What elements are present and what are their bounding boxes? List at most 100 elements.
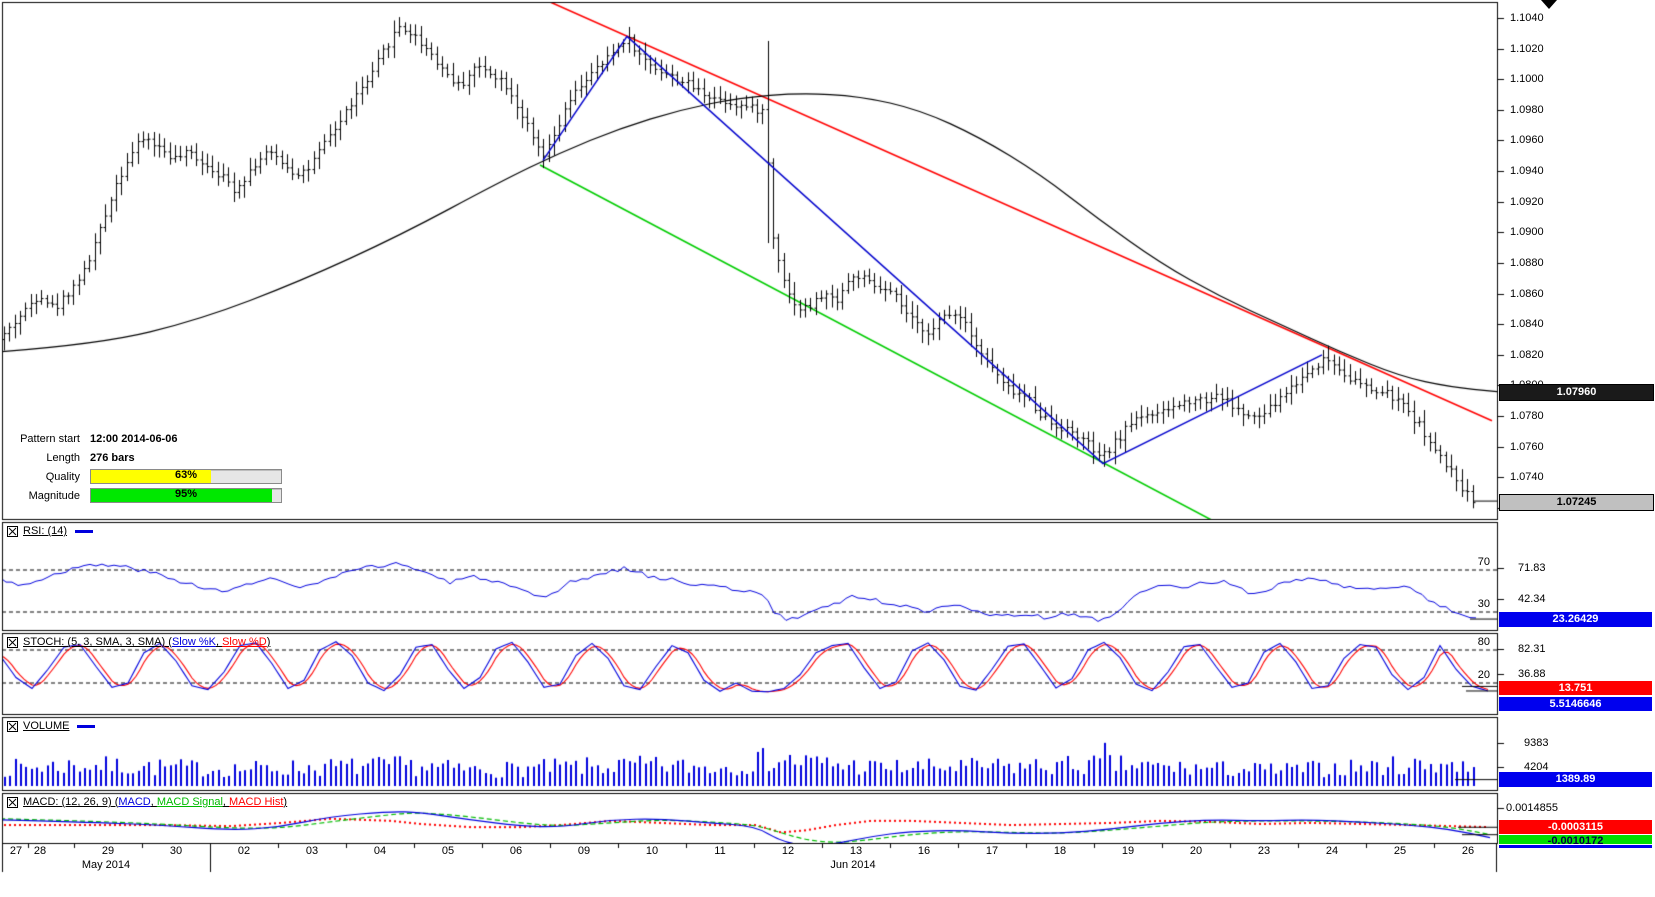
macd-title-part: , xyxy=(150,796,157,808)
time-axis-day-label: 29 xyxy=(101,845,115,857)
stoch-checkbox-icon[interactable] xyxy=(7,636,18,648)
volume-value-badge: 1389.89 xyxy=(1499,772,1652,787)
time-axis-day-label: 06 xyxy=(509,845,523,857)
price-axis-label: 1.1040 xyxy=(1510,12,1544,24)
volume-header: VOLUME xyxy=(7,720,96,732)
stoch-title: STOCH: (5, 3, SMA, 3, SMA) (Slow %K, Slo… xyxy=(23,636,270,648)
stoch-d-value-badge: 13.751 xyxy=(1499,681,1652,695)
time-axis-day-label: 04 xyxy=(373,845,387,857)
pattern-start-label: Pattern start xyxy=(20,432,80,445)
rsi-axis-label: 71.83 xyxy=(1518,562,1546,575)
stoch-level-label: 20 xyxy=(1477,669,1490,681)
time-axis-day-label: 11 xyxy=(714,845,726,857)
time-axis-day-label: 16 xyxy=(917,845,931,857)
price-axis-label: 1.0880 xyxy=(1510,256,1544,269)
time-axis-day-label: 25 xyxy=(1393,845,1407,857)
rsi-level-label: 70 xyxy=(1477,556,1490,568)
time-axis-day-label: 30 xyxy=(169,845,183,857)
macd-line-value-badge xyxy=(1499,845,1652,848)
price-axis-label: 1.1020 xyxy=(1510,42,1544,55)
rsi-checkbox-icon[interactable] xyxy=(7,525,18,537)
price-axis-label: 1.0760 xyxy=(1510,440,1544,453)
last-price-badge: 1.07245 xyxy=(1499,494,1654,511)
ma-price-badge: 1.07960 xyxy=(1499,384,1654,401)
time-axis-day-label: 09 xyxy=(577,845,591,857)
price-axis-label: 1.1000 xyxy=(1510,73,1544,86)
quality-meter-text: 63% xyxy=(174,469,198,481)
rsi-title: RSI: (14) xyxy=(23,525,68,537)
time-axis-day-label: 18 xyxy=(1053,845,1067,857)
macd-axis-label: 0.0014855 xyxy=(1506,802,1558,815)
stoch-axis-label: 36.88 xyxy=(1518,667,1546,680)
pattern-start-value: 12:00 2014-06-06 xyxy=(90,432,178,445)
magnitude-meter-text: 95% xyxy=(174,488,198,500)
time-axis-day-label: 13 xyxy=(849,845,863,857)
macd-checkbox-icon[interactable] xyxy=(7,796,18,808)
stoch-axis-label: 82.31 xyxy=(1518,642,1546,655)
volume-checkbox-icon[interactable] xyxy=(7,720,18,732)
volume-axis-label: 4204 xyxy=(1524,760,1549,773)
price-axis-label: 1.0960 xyxy=(1510,134,1544,147)
volume-legend-swatch xyxy=(77,724,96,728)
stoch-k-value-badge: 5.5146646 xyxy=(1499,697,1652,711)
stoch-title-part: ) xyxy=(266,636,271,648)
macd-title-part: MACD: (12, 26, 9) ( xyxy=(23,796,119,808)
quality-label: Quality xyxy=(45,470,80,483)
stoch-title-part: Slow %K xyxy=(171,636,216,648)
stoch-title-part: STOCH: (5, 3, SMA, 3, SMA) ( xyxy=(23,636,172,648)
rsi-level-label: 30 xyxy=(1477,598,1490,610)
pattern-info-panel: Pattern start 12:00 2014-06-06 Length 27… xyxy=(8,429,288,505)
macd-title: MACD: (12, 26, 9) (MACD, MACD Signal, MA… xyxy=(23,796,287,808)
volume-axis-label: 9383 xyxy=(1524,736,1549,749)
time-axis-day-label: 28 xyxy=(33,845,47,857)
price-axis-label: 1.0840 xyxy=(1510,318,1544,331)
time-axis-day-label: 05 xyxy=(441,845,455,857)
stoch-header: STOCH: (5, 3, SMA, 3, SMA) (Slow %K, Slo… xyxy=(7,636,270,648)
time-axis-day-label: 20 xyxy=(1189,845,1203,857)
stoch-title-part: , xyxy=(215,636,223,648)
price-axis-label: 1.0920 xyxy=(1510,195,1544,208)
rsi-legend-swatch xyxy=(75,529,94,533)
time-axis-day-label: 27 xyxy=(9,845,23,857)
pattern-length-value: 276 bars xyxy=(90,451,135,464)
time-axis-day-label: 17 xyxy=(985,845,999,857)
magnitude-meter-fill xyxy=(91,489,272,502)
rsi-axis-label: 42.34 xyxy=(1518,593,1546,606)
price-axis-label: 1.0860 xyxy=(1510,287,1544,300)
time-axis-day-label: 19 xyxy=(1121,845,1135,857)
time-axis-day-label: 24 xyxy=(1325,845,1339,857)
macd-title-part: MACD xyxy=(118,796,151,808)
time-axis-day-label: 03 xyxy=(305,845,319,857)
price-axis-label: 1.0900 xyxy=(1510,226,1544,239)
magnitude-label: Magnitude xyxy=(28,489,80,502)
time-axis-day-label: 23 xyxy=(1257,845,1271,857)
macd-signal-value-badge: -0.0010172 xyxy=(1499,835,1652,844)
price-axis-label: 1.0740 xyxy=(1510,471,1544,484)
rsi-header: RSI: (14) xyxy=(7,525,94,537)
macd-hist-value-badge: -0.0003115 xyxy=(1499,820,1652,834)
stoch-title-part: Slow %D xyxy=(222,636,267,648)
macd-title-part: MACD Signal xyxy=(156,796,223,808)
rsi-value-badge: 23.26429 xyxy=(1499,612,1652,627)
price-axis-label: 1.0980 xyxy=(1510,103,1544,116)
quality-meter-fill xyxy=(91,470,211,483)
time-axis-day-label: 12 xyxy=(781,845,795,857)
price-axis-label: 1.0820 xyxy=(1510,348,1544,361)
time-axis-month-label: May 2014 xyxy=(81,859,131,871)
magnitude-meter: 95% xyxy=(90,488,282,503)
axis-top-arrow-icon[interactable] xyxy=(1541,0,1557,9)
macd-title-part: ) xyxy=(283,796,288,808)
macd-header: MACD: (12, 26, 9) (MACD, MACD Signal, MA… xyxy=(7,796,287,808)
stoch-level-label: 80 xyxy=(1477,636,1490,648)
quality-meter: 63% xyxy=(90,469,282,484)
time-axis-day-label: 26 xyxy=(1461,845,1475,857)
time-axis-day-label: 10 xyxy=(645,845,659,857)
price-axis-label: 1.0940 xyxy=(1510,165,1544,178)
pattern-length-label: Length xyxy=(46,451,80,464)
time-axis-month-label: Jun 2014 xyxy=(830,859,876,871)
macd-title-part: , xyxy=(222,796,230,808)
time-axis-day-label: 02 xyxy=(237,845,251,857)
macd-title-part: MACD Hist xyxy=(229,796,284,808)
